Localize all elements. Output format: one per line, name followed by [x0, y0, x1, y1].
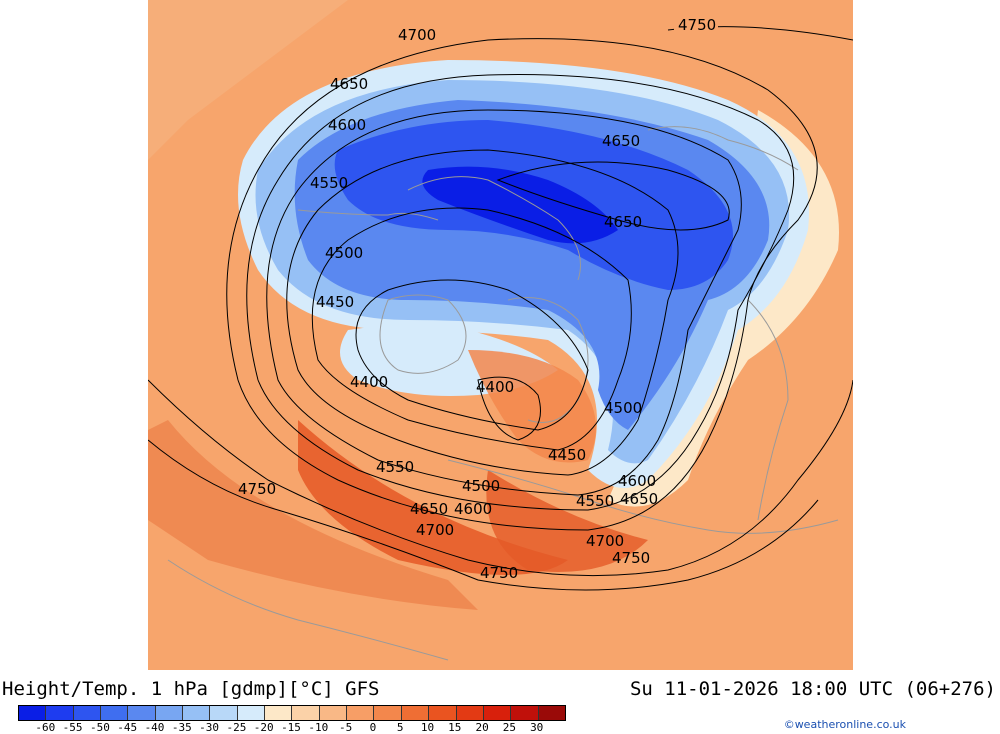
color-scale-cell	[538, 706, 565, 720]
contour-label: 4650	[602, 132, 640, 150]
contour-label: 4400	[476, 378, 514, 396]
color-scale-tick-label: -40	[144, 721, 165, 734]
color-scale-cell	[155, 706, 184, 720]
color-scale-cell	[210, 706, 238, 720]
color-scale-tick-label: -10	[308, 721, 329, 734]
contour-label: 4600	[454, 500, 492, 518]
color-scale-tick-label: -55	[62, 721, 83, 734]
color-scale-cell	[183, 706, 211, 720]
contour-label: 4550	[576, 492, 614, 510]
color-scale-tick-label: 15	[448, 721, 462, 734]
contour-label: 4650	[604, 213, 642, 231]
color-scale-tick-label: 0	[369, 721, 377, 734]
color-scale-tick-label: -20	[253, 721, 274, 734]
contour-label: 4550	[376, 458, 414, 476]
coastlines	[167, 126, 839, 661]
map-title: Height/Temp. 1 hPa [gdmp][°C] GFS	[2, 678, 380, 700]
color-scale-tick-label: -35	[171, 721, 192, 734]
color-scale-tick-label: -25	[226, 721, 247, 734]
color-scale-cell	[429, 706, 457, 720]
contour-label: 4400	[350, 373, 388, 391]
contour-label: 4700	[586, 532, 624, 550]
color-scale-cell	[46, 706, 74, 720]
color-scale-cell	[101, 706, 129, 720]
contour-label: 4650	[410, 500, 448, 518]
color-scale-cell	[319, 706, 348, 720]
color-scale-cell	[128, 706, 156, 720]
color-scale-ticks: -60 -55 -50 -45 -40 -35 -30 -25 -20 -15 -10 -5 0 5 10 1…	[18, 721, 564, 734]
contour-label: 4650	[620, 490, 658, 508]
contour-label: 4500	[462, 477, 500, 495]
color-scale-tick-label: 10	[420, 721, 435, 734]
height-contours	[148, 26, 853, 591]
contour-label: 4750	[480, 564, 518, 582]
contour-label: 4750	[612, 549, 650, 567]
contour-label: 4600	[328, 116, 366, 134]
contour-labels: 4750 4700 4650 4600 4550 4500 4450 4400 …	[238, 16, 718, 582]
color-scale-cell	[374, 706, 402, 720]
color-scale-tick-label: -45	[117, 721, 138, 734]
valid-datetime: Su 11-01-2026 18:00 UTC (06+276)	[629, 678, 996, 700]
contour-label: 4450	[548, 446, 586, 464]
color-scale-tick-label: 5	[396, 721, 404, 734]
color-scale-cell	[401, 706, 430, 720]
color-scale-tick-label: 20	[475, 721, 489, 734]
color-scale-cell	[237, 706, 266, 720]
contour-label: 4500	[325, 244, 363, 262]
color-scale-tick-label: 25	[502, 721, 517, 734]
color-scale-cell	[483, 706, 512, 720]
color-scale-cell	[456, 706, 484, 720]
color-scale-bar	[18, 705, 566, 721]
contour-label: 4450	[316, 293, 354, 311]
contour-label: 4500	[604, 399, 642, 417]
color-scale-cell	[265, 706, 293, 720]
source-credit: ©weatheronline.co.uk	[783, 718, 906, 731]
color-scale-cell	[19, 706, 47, 720]
contour-label: 4600	[618, 472, 656, 490]
contour-label: 4650	[330, 75, 368, 93]
color-scale-cell	[347, 706, 375, 720]
contour-label: 4750	[678, 16, 716, 34]
contour-label: 4750	[238, 480, 276, 498]
contour-label: 4700	[398, 26, 436, 44]
weather-map: 4750 4700 4650 4600 4550 4500 4450 4400 …	[148, 0, 853, 670]
temperature-field	[148, 0, 839, 610]
color-scale-tick-label: -5	[338, 721, 353, 734]
color-scale-tick-label: -15	[281, 721, 301, 734]
color-scale-cell	[292, 706, 320, 720]
color-scale-tick-label: -50	[89, 721, 110, 734]
color-scale-cell	[73, 706, 102, 720]
contour-label: 4550	[310, 174, 348, 192]
color-scale-tick-label: -30	[199, 721, 220, 734]
color-scale-tick-label: 30	[530, 721, 544, 734]
color-scale-tick-label: -60	[35, 721, 56, 734]
color-scale-cell	[511, 706, 539, 720]
contour-label: 4700	[416, 521, 454, 539]
